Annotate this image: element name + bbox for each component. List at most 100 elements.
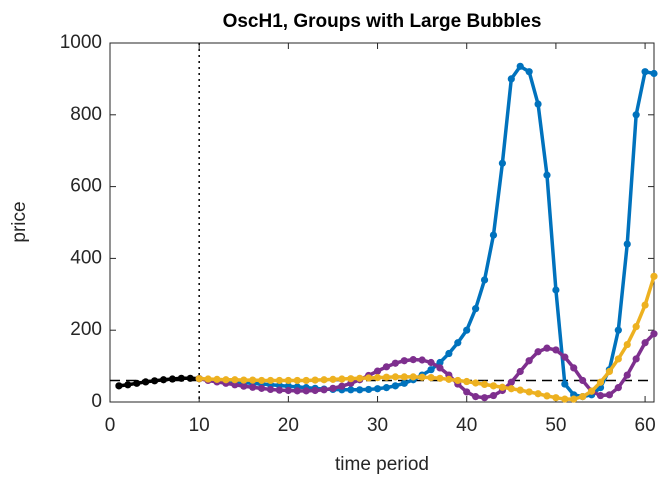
point [543, 344, 551, 352]
point [543, 171, 551, 179]
point [159, 376, 168, 384]
point [329, 384, 337, 392]
point [133, 379, 141, 387]
point [507, 385, 515, 393]
point [231, 381, 239, 389]
point [329, 375, 337, 383]
x-axis-label: time period [335, 454, 429, 475]
point [525, 68, 533, 76]
point [614, 326, 622, 334]
point [373, 367, 382, 375]
series-line [198, 64, 655, 399]
y-tick-label: 600 [70, 176, 102, 197]
point [552, 394, 560, 402]
point [284, 376, 292, 385]
point [373, 385, 382, 393]
point [258, 384, 266, 392]
point [142, 378, 150, 386]
point [356, 374, 364, 382]
point [320, 386, 328, 394]
point [382, 384, 391, 392]
point [427, 358, 435, 367]
point [418, 373, 426, 381]
series-line [198, 332, 656, 400]
point [579, 393, 587, 401]
point [186, 374, 194, 382]
point [266, 376, 275, 385]
point [249, 376, 257, 384]
point [534, 100, 542, 108]
point [472, 379, 480, 387]
point [587, 387, 596, 395]
point [400, 379, 408, 387]
point [436, 358, 444, 367]
point [561, 380, 569, 388]
point [543, 392, 551, 400]
y-tick-label: 200 [70, 319, 102, 340]
point [302, 376, 310, 385]
x-tick-label: 30 [367, 415, 388, 436]
point [168, 375, 177, 383]
point [302, 387, 310, 395]
point [258, 376, 266, 385]
point [472, 305, 480, 313]
point [480, 380, 489, 389]
point [382, 363, 391, 371]
point [338, 375, 346, 383]
point [623, 340, 631, 349]
series-line [118, 376, 200, 388]
point [498, 383, 506, 391]
point [231, 376, 239, 384]
point [115, 382, 123, 390]
y-tick-label: 800 [70, 104, 102, 125]
point [266, 385, 275, 394]
point [614, 355, 622, 363]
point [427, 366, 435, 374]
point [641, 301, 649, 309]
point [454, 339, 462, 347]
point [525, 357, 533, 365]
point [489, 391, 498, 400]
chart-title: OscH1, Groups with Large Bubbles [223, 11, 542, 32]
point [177, 374, 185, 382]
point [427, 373, 435, 382]
point [596, 391, 605, 400]
point [222, 376, 230, 384]
point [195, 375, 203, 383]
point [650, 69, 658, 78]
point [240, 376, 248, 384]
point [552, 346, 560, 354]
point [311, 386, 319, 395]
point [650, 272, 658, 280]
point [454, 376, 462, 385]
point [561, 395, 569, 403]
point [516, 62, 524, 70]
point [391, 373, 399, 381]
x-tick-label: 20 [278, 415, 299, 436]
point [570, 364, 578, 372]
point [614, 384, 622, 392]
point [275, 376, 284, 385]
point [436, 374, 444, 382]
point [641, 339, 649, 347]
point [632, 111, 640, 119]
point [507, 378, 515, 386]
y-tick-label: 0 [91, 391, 102, 412]
point [400, 357, 408, 365]
point [516, 386, 524, 394]
y-axis-label: price [9, 201, 30, 242]
point [418, 356, 426, 364]
point [632, 355, 640, 363]
point [150, 377, 159, 385]
point [623, 240, 631, 248]
point [293, 387, 301, 395]
point [534, 390, 542, 398]
point [579, 376, 587, 385]
x-tick-label: 60 [635, 415, 656, 436]
point [623, 371, 631, 379]
point [605, 391, 614, 399]
point [356, 386, 364, 394]
point [534, 348, 542, 356]
point [213, 375, 221, 383]
